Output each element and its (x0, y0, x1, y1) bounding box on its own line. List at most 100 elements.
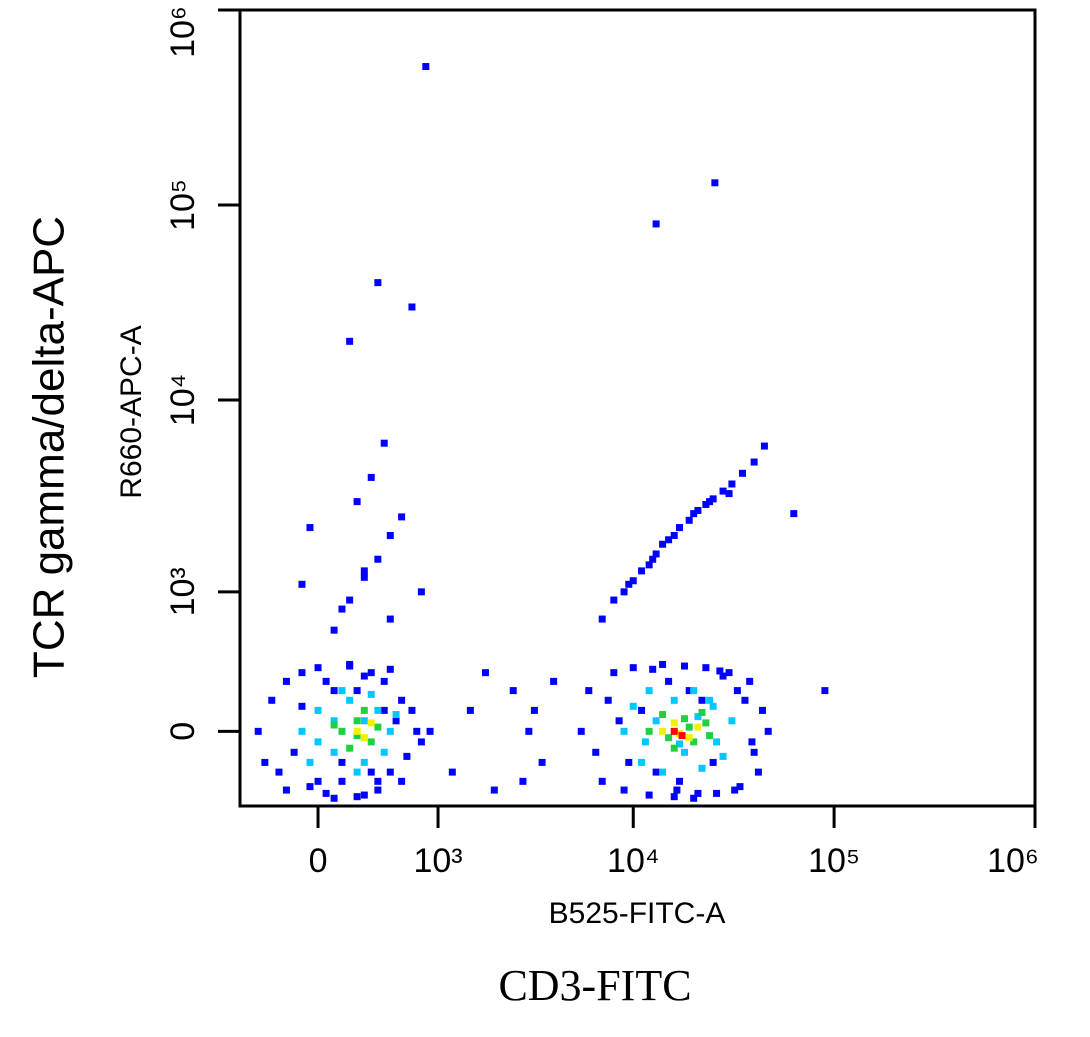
data-point (706, 732, 714, 740)
data-point (625, 758, 633, 766)
data-point (367, 690, 375, 698)
data-point (690, 738, 698, 746)
data-point (408, 706, 416, 714)
data-point (821, 687, 829, 695)
data-point (725, 669, 733, 677)
data-point (275, 768, 283, 776)
data-point (398, 696, 406, 704)
data-point (538, 758, 546, 766)
data-point (638, 706, 646, 714)
data-point (659, 660, 667, 668)
data-point (314, 706, 322, 714)
data-point (417, 738, 425, 746)
data-point (719, 672, 727, 680)
data-point (403, 752, 411, 760)
y-axis-label: R660-APC-A (115, 325, 148, 498)
data-point (731, 786, 739, 794)
data-point (360, 573, 368, 581)
data-point (610, 596, 618, 604)
data-point (716, 667, 724, 675)
data-point (550, 677, 558, 685)
data-point (314, 777, 322, 785)
data-point (680, 715, 688, 723)
plot-frame (238, 8, 1037, 808)
data-point (728, 717, 736, 725)
data-point (750, 748, 758, 756)
data-point (360, 717, 368, 725)
data-point (709, 702, 717, 710)
data-point (709, 758, 717, 766)
data-point (338, 727, 346, 735)
data-point (625, 580, 633, 588)
data-point (652, 717, 660, 725)
data-point (386, 615, 394, 623)
data-point (338, 687, 346, 695)
data-point (530, 706, 538, 714)
data-point (417, 588, 425, 596)
data-point (466, 706, 474, 714)
data-point (509, 687, 517, 695)
data-point (322, 677, 330, 685)
data-point (604, 696, 612, 704)
data-point (353, 687, 361, 695)
data-point (374, 555, 382, 563)
data-point (298, 580, 306, 588)
data-point (392, 711, 400, 719)
data-point (685, 734, 693, 742)
data-point (694, 713, 702, 721)
y-tick-label: 10³ (164, 567, 202, 616)
data-point (711, 179, 719, 187)
data-point (694, 789, 702, 797)
data-point (330, 748, 338, 756)
data-point (738, 469, 746, 477)
x-axis-label: B525-FITC-A (549, 897, 726, 930)
data-point (676, 740, 684, 748)
data-point (367, 669, 375, 677)
data-point (408, 303, 416, 311)
data-point (314, 738, 322, 746)
data-point (353, 768, 361, 776)
data-point (670, 744, 678, 752)
data-point (367, 719, 375, 727)
data-point (698, 708, 706, 716)
data-point (380, 748, 388, 756)
data-point (670, 727, 678, 735)
data-point (645, 561, 653, 569)
data-point (741, 696, 749, 704)
data-point (728, 480, 736, 488)
data-point (736, 783, 744, 791)
data-point (282, 677, 290, 685)
data-point (306, 783, 314, 791)
data-point (585, 687, 593, 695)
data-point (386, 532, 394, 540)
data-point (620, 727, 628, 735)
data-point (525, 727, 533, 735)
data-point (380, 677, 388, 685)
data-point (367, 473, 375, 481)
data-point (698, 696, 706, 704)
data-point (577, 727, 585, 735)
data-point (360, 734, 368, 742)
data-point (386, 768, 394, 776)
y-tick-label: 10⁶ (164, 6, 202, 58)
data-point (709, 495, 717, 503)
data-point (367, 738, 375, 746)
data-point (645, 687, 653, 695)
x-tick-label: 10⁵ (808, 842, 860, 880)
data-point (706, 498, 714, 506)
data-point (676, 777, 684, 785)
data-point (380, 706, 388, 714)
data-point (330, 794, 338, 802)
data-point (694, 506, 702, 514)
data-point (690, 510, 698, 518)
data-point (306, 524, 314, 532)
data-point (694, 723, 702, 731)
data-point (659, 540, 667, 548)
data-point (392, 717, 400, 725)
data-point (346, 744, 354, 752)
data-point (353, 793, 361, 801)
data-point (670, 793, 678, 801)
data-point (685, 687, 693, 695)
outer-x-label: CD3-FITC (498, 961, 691, 1010)
